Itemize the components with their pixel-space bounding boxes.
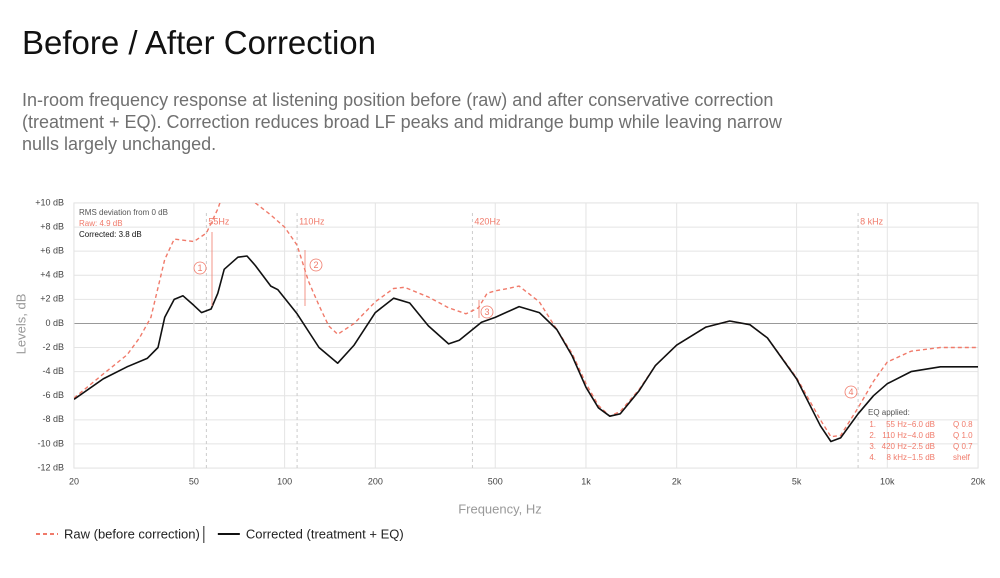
marker-label: 4 (848, 387, 853, 397)
rms-raw: Raw: 4.9 dB (79, 219, 123, 228)
y-tick-label: 0 dB (45, 318, 64, 328)
series-line (74, 255, 978, 443)
eq-cell: −6.0 dB (907, 420, 935, 429)
x-tick-label: 100 (277, 476, 292, 486)
plot-area (74, 203, 978, 468)
eq-cell: shelf (953, 453, 971, 462)
y-tick-label: +6 dB (40, 246, 64, 256)
rms-corrected: Corrected: 3.8 dB (79, 230, 142, 239)
annotation-label: 420Hz (474, 216, 501, 226)
chart-title: Before / After Correction (22, 24, 376, 61)
eq-cell: Q 1.0 (953, 431, 973, 440)
eq-cell: 110 Hz (882, 431, 907, 440)
marker-circle (309, 258, 323, 272)
y-tick-label: -2 dB (42, 342, 64, 352)
eq-cell: 55 Hz (886, 420, 907, 429)
y-tick-label: +8 dB (40, 221, 64, 231)
eq-cell: 4. (869, 453, 876, 462)
y-tick-label: -12 dB (37, 462, 64, 472)
rms-title: RMS deviation from 0 dB (79, 208, 168, 217)
legend: Raw (before correction) Corrected (treatm… (36, 526, 404, 543)
eq-cell: −4.0 dB (907, 431, 935, 440)
x-tick-label: 20k (971, 476, 986, 486)
eq-cell: Q 0.8 (953, 420, 973, 429)
marker-label: 1 (197, 263, 202, 273)
x-tick-label: 1k (581, 476, 591, 486)
y-tick-label: -8 dB (42, 414, 64, 424)
eq-table: 1. 55 Hz −6.0 dB Q 0.8 2. 110 Hz −4.0 dB Q 1.0 3… (869, 420, 973, 462)
marker-label: 2 (313, 260, 318, 270)
eq-cell: 8 kHz (887, 453, 907, 462)
x-tick-label: 2k (672, 476, 682, 486)
marker-circle (480, 305, 494, 319)
x-tick-label: 50 (189, 476, 199, 486)
y-tick-label: -4 dB (42, 366, 64, 376)
marker-circle (844, 385, 858, 399)
marker-circle (193, 261, 207, 275)
y-tick-label: +4 dB (40, 270, 64, 280)
series-line (74, 203, 978, 438)
annotation-label: 110Hz (299, 216, 325, 226)
y-tick-label: -10 dB (37, 438, 64, 448)
x-tick-label: 500 (488, 476, 503, 486)
eq-cell: 3. (869, 442, 876, 451)
legend-label: Corrected (treatment + EQ) (246, 526, 404, 541)
markers: 1 2 3 4 (193, 258, 858, 399)
eq-cell: 1. (869, 420, 876, 429)
y-tick-label: +2 dB (40, 294, 64, 304)
marker-label: 3 (484, 307, 489, 317)
plot-frame (73, 202, 979, 469)
x-tick-label: 10k (880, 476, 895, 486)
x-tick-label: 20 (69, 476, 79, 486)
eq-cell: Q 0.7 (953, 442, 973, 451)
eq-cell: −1.5 dB (907, 453, 935, 462)
chart-subtitle: In-room frequency response at listening … (22, 90, 782, 154)
legend-label: Raw (before correction) (64, 526, 200, 541)
annotation-label: 55Hz (208, 216, 230, 226)
eq-title: EQ applied: (868, 408, 910, 417)
y-tick-label: +10 dB (35, 197, 64, 207)
x-tick-label: 200 (368, 476, 383, 486)
eq-cell: 2. (869, 431, 876, 440)
annotation-label: 8 kHz (860, 216, 884, 226)
y-tick-label: -6 dB (42, 390, 64, 400)
x-axis-label: Frequency, Hz (458, 501, 542, 516)
x-tick-label: 5k (792, 476, 802, 486)
eq-cell: 420 Hz (882, 442, 907, 451)
y-axis-label: Levels, dB (13, 294, 28, 355)
eq-cell: −2.5 dB (907, 442, 935, 451)
